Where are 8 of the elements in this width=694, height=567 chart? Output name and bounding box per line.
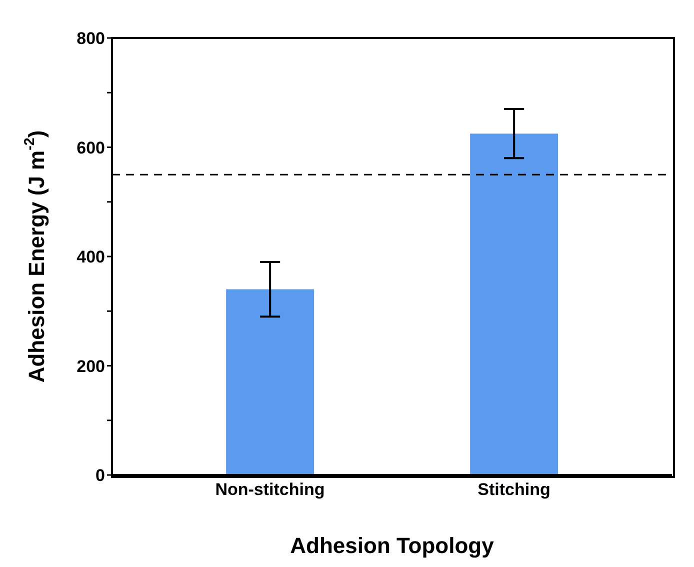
y-tick-label: 200 [76,356,105,376]
x-axis-title: Adhesion Topology [290,533,495,558]
y-tick-label: 600 [76,138,105,158]
y-tick-label: 0 [96,466,105,486]
x-tick-label: Stitching [478,480,550,500]
y-tick-label: 400 [76,248,105,267]
x-tick-label: Non-stitching [215,480,325,500]
y-tick-label: 800 [76,29,105,48]
